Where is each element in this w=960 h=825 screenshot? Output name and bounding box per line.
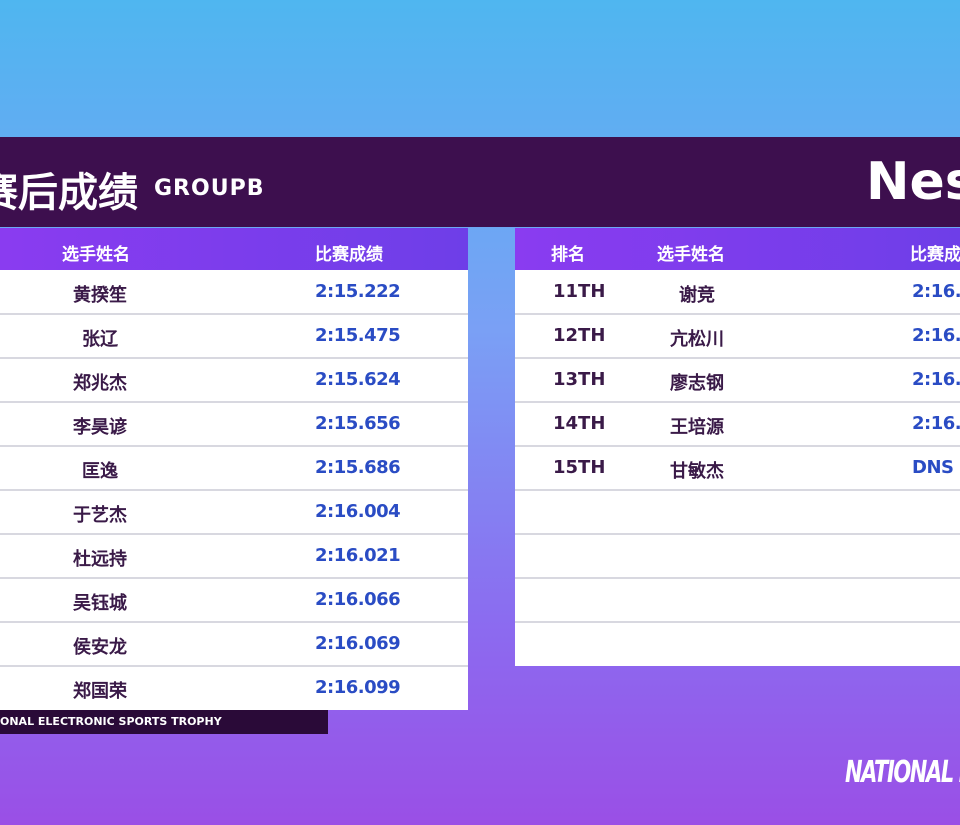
row-divider — [515, 401, 960, 403]
result-time: 2:16.6 — [912, 369, 960, 390]
player-name: 黄揆笙 — [73, 285, 127, 306]
rank: 12TH — [553, 325, 606, 346]
result-time: 2:16.7 — [912, 413, 960, 434]
row-divider — [0, 665, 468, 667]
row-divider — [0, 577, 468, 579]
player-name: 吴钰城 — [73, 593, 127, 614]
right-table — [515, 270, 960, 666]
column-header: 排名 — [551, 245, 585, 265]
footer-logo: NATIONAL ELE — [845, 755, 960, 790]
row-divider — [0, 533, 468, 535]
result-time: 2:15.656 — [315, 413, 401, 434]
result-time: 2:15.222 — [315, 281, 401, 302]
player-name: 杜远持 — [73, 549, 127, 570]
row-divider — [0, 621, 468, 623]
row-divider — [0, 401, 468, 403]
result-time: 2:16.066 — [315, 589, 401, 610]
player-name: 甘敏杰 — [670, 461, 724, 482]
player-name: 谢竞 — [679, 285, 715, 306]
row-divider — [0, 445, 468, 447]
rank: 15TH — [553, 457, 606, 478]
player-name: 李昊谚 — [73, 417, 127, 438]
player-name: 于艺杰 — [73, 505, 127, 526]
row-divider — [0, 357, 468, 359]
column-header: 比赛成 — [910, 245, 960, 265]
left-header-row — [0, 228, 468, 270]
title: 赛后成绩 — [0, 170, 138, 216]
result-time: 2:15.686 — [315, 457, 401, 478]
result-time: 2:16.021 — [315, 545, 401, 566]
result-time: 2:16.069 — [315, 633, 401, 654]
right-header-row — [515, 228, 960, 270]
player-name: 匡逸 — [82, 461, 118, 482]
player-name: 张辽 — [82, 329, 118, 350]
column-header: 比赛成绩 — [315, 245, 383, 265]
group-label: GROUPB — [154, 176, 265, 201]
result-time: 2:15.475 — [315, 325, 401, 346]
result-time: 2:16.099 — [315, 677, 401, 698]
row-divider — [0, 489, 468, 491]
header-band — [0, 137, 960, 227]
player-name: 侯安龙 — [73, 637, 127, 658]
rank: 13TH — [553, 369, 606, 390]
player-name: 王培源 — [670, 417, 724, 438]
result-time: 2:16.004 — [315, 501, 401, 522]
row-divider — [515, 489, 960, 491]
row-divider — [515, 621, 960, 623]
result-time: 2:16.1 — [912, 281, 960, 302]
row-divider — [515, 533, 960, 535]
row-divider — [515, 445, 960, 447]
column-header: 选手姓名 — [62, 245, 130, 265]
player-name: 廖志钢 — [670, 373, 724, 394]
column-header: 选手姓名 — [657, 245, 725, 265]
result-time: 2:16.3 — [912, 325, 960, 346]
rank: 14TH — [553, 413, 606, 434]
result-time: 2:15.624 — [315, 369, 401, 390]
footer-tab: ONAL ELECTRONIC SPORTS TROPHY — [0, 710, 328, 734]
row-divider — [515, 357, 960, 359]
rank: 11TH — [553, 281, 606, 302]
row-divider — [0, 313, 468, 315]
player-name: 亢松川 — [670, 329, 724, 350]
brand: Nes — [866, 152, 960, 212]
player-name: 郑兆杰 — [73, 373, 127, 394]
result-time: DNS — [912, 457, 954, 478]
row-divider — [515, 577, 960, 579]
row-divider — [515, 313, 960, 315]
player-name: 郑国荣 — [73, 681, 127, 702]
